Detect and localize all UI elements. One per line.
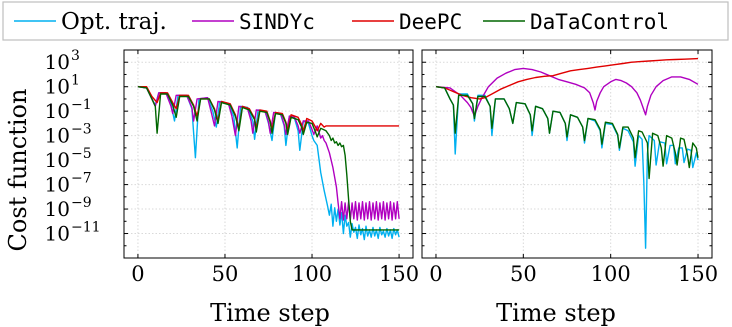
y-tick-label-exponent: −1 xyxy=(71,97,92,113)
y-tick-label-base: 10 xyxy=(45,99,70,123)
legend-label: SINDYc xyxy=(239,10,315,34)
x-tick-label: 50 xyxy=(510,262,537,286)
y-tick-label-exponent: −3 xyxy=(71,122,92,138)
chart-panel-right: 0 50 100 150 xyxy=(421,49,718,286)
y-axis-label: Cost function xyxy=(4,89,32,252)
y-tick-label-base: 10 xyxy=(45,222,70,246)
legend-entry-deepc: DeePC xyxy=(352,10,462,34)
y-tick-label: 10 −5 xyxy=(45,146,92,172)
y-tick-label-base: 10 xyxy=(45,148,70,172)
x-axis-label-right: Time step xyxy=(496,299,616,327)
x-tick-label: 100 xyxy=(292,262,332,286)
y-tick-label-base: 10 xyxy=(45,197,70,221)
y-tick-label-exponent: −11 xyxy=(71,220,101,236)
y-tick-label-exponent: 1 xyxy=(71,73,80,89)
x-tick-label: 150 xyxy=(678,262,718,286)
y-tick-label-base: 10 xyxy=(45,173,70,197)
y-tick-label-exponent: 3 xyxy=(71,48,80,64)
y-tick-label: 10 −7 xyxy=(45,171,92,197)
series-line-datacontrol xyxy=(137,86,400,231)
y-tick-label-exponent: −7 xyxy=(71,171,92,187)
y-tick-label-exponent: −5 xyxy=(71,146,92,162)
y-tick-label-base: 10 xyxy=(45,124,70,148)
y-tick-label-exponent: −9 xyxy=(71,195,92,211)
y-tick-label-base: 10 xyxy=(45,75,70,99)
x-tick-label: 50 xyxy=(212,262,239,286)
x-tick-label: 0 xyxy=(131,262,144,286)
series-line-sindyc xyxy=(137,86,400,221)
y-tick-label: 10 1 xyxy=(45,73,80,99)
grid xyxy=(124,50,413,258)
x-tick-label: 150 xyxy=(379,262,419,286)
series-group xyxy=(137,86,400,241)
series-line-opt-traj xyxy=(137,86,400,241)
legend-label: DaTaControl xyxy=(530,10,669,34)
legend-entry-sindyc: SINDYc xyxy=(192,10,315,34)
x-axis-label-left: Time step xyxy=(210,299,330,327)
y-tick-label-base: 10 xyxy=(45,50,70,74)
y-tick-label: 10 −11 xyxy=(45,220,101,246)
legend-entry-datacontrol: DaTaControl xyxy=(483,10,669,34)
legend-entry-opt-traj: Opt. traj. xyxy=(14,9,167,35)
x-tick-label: 0 xyxy=(429,262,442,286)
x-tick-label: 100 xyxy=(591,262,631,286)
y-tick-label: 10 −9 xyxy=(45,195,92,221)
axes-frame xyxy=(421,49,713,259)
y-tick-label: 10 −3 xyxy=(45,122,92,148)
legend-label: Opt. traj. xyxy=(61,9,167,35)
series-line-datacontrol xyxy=(435,86,699,180)
series-group xyxy=(435,57,699,249)
legend: Opt. traj. SINDYc DeePC DaTaControl xyxy=(2,1,729,41)
y-tick-label: 10 −1 xyxy=(45,97,92,123)
series-line-deepc xyxy=(435,57,699,100)
y-tick-label: 10 3 xyxy=(45,48,80,74)
axes-frame xyxy=(123,49,414,259)
legend-label: DeePC xyxy=(399,10,462,34)
